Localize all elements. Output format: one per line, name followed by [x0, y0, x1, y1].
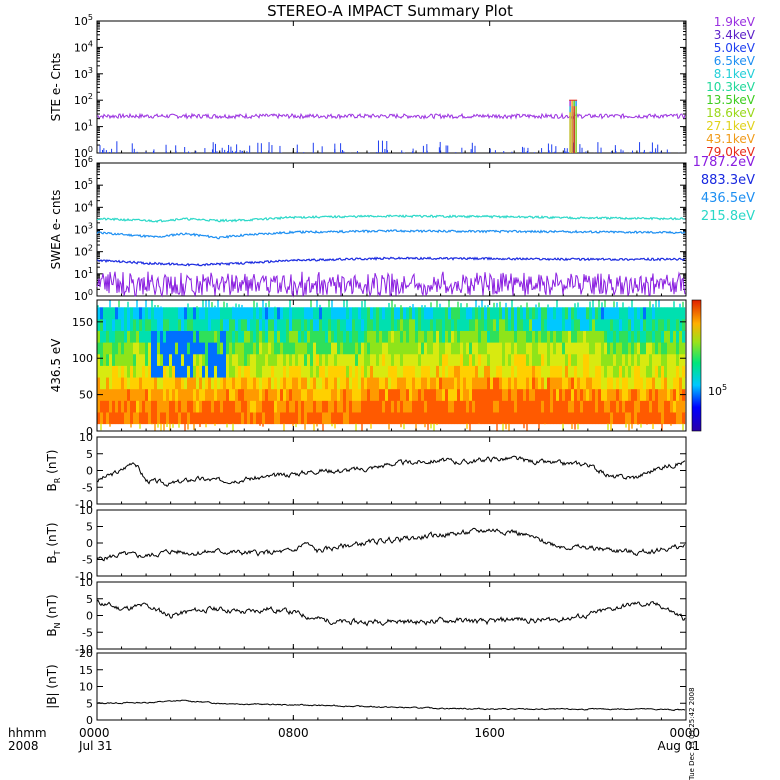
- swea-series-883.3eV: [96, 256, 686, 267]
- ste-ytick-2: 102: [74, 92, 93, 107]
- bn-ylabel: BN (nT): [45, 594, 62, 636]
- pad-ytick-1: 50: [79, 389, 93, 402]
- chart-title: STEREO-A IMPACT Summary Plot: [267, 2, 513, 20]
- br-ytick-0: 10: [79, 431, 93, 444]
- bmag-ytick-3: 5: [86, 697, 93, 710]
- swea-series-436.5eV: [96, 229, 686, 240]
- swea-panel: 100 101 102 103 104 105 106 SWEA e- cnts 1787.2e…: [49, 155, 755, 303]
- ste-ytick-0: 100: [74, 145, 93, 160]
- swea-ytick-6: 106: [74, 155, 93, 170]
- xtick-date-3: Aug 01: [657, 739, 700, 753]
- swea-ytick-5: 105: [74, 177, 93, 192]
- bn-ytick-4: -10: [75, 643, 93, 656]
- pad-colorbar-label: 105: [708, 383, 727, 398]
- swea-ytick-3: 103: [74, 222, 93, 237]
- bmag-ytick-1: 15: [79, 664, 93, 677]
- swea-series-1787.2eV: [96, 271, 686, 298]
- ste-ytick-4: 104: [74, 39, 93, 54]
- bn-panel: 10 5 0 -5 -10 BN (nT): [45, 576, 687, 656]
- xtick-1: 0800: [278, 726, 309, 740]
- swea-ytick-1: 101: [74, 266, 93, 281]
- bn-line: [96, 599, 686, 627]
- bmag-ylabel: |B| (nT): [45, 664, 59, 708]
- br-ytick-3: -5: [82, 481, 93, 494]
- ste-legend-4: 8.1keV: [714, 67, 756, 81]
- ste-legend-1: 3.4keV: [714, 28, 756, 42]
- xtick-0: 0000: [79, 726, 110, 740]
- ste-ytick-3: 103: [74, 66, 93, 81]
- br-ytick-4: -10: [75, 498, 93, 511]
- pad-ytick-3: 150: [72, 316, 93, 329]
- bn-ytick-0: 10: [79, 576, 93, 589]
- bt-ytick-0: 10: [79, 504, 93, 517]
- swea-legend-1: 883.3eV: [701, 173, 755, 188]
- bt-ytick-4: -10: [75, 570, 93, 583]
- bmag-line: [97, 699, 686, 712]
- ste-legend-7: 18.6keV: [706, 106, 756, 120]
- ste-legend-0: 1.9keV: [714, 15, 756, 29]
- swea-ylabel: SWEA e- cnts: [49, 190, 63, 270]
- ste-legend-3: 6.5keV: [714, 54, 756, 68]
- ste-ytick-1: 101: [74, 119, 93, 134]
- timestamp: Tue Dec 13 05:25:42 2008: [688, 687, 696, 780]
- ste-ylabel: STE e- Cnts: [49, 53, 63, 122]
- swea-legend-0: 1787.2eV: [693, 155, 755, 170]
- bmag-ytick-2: 10: [79, 681, 93, 694]
- ste-series-1.9keV: [96, 112, 686, 120]
- xaxis-corner-hhmm: hhmm: [8, 726, 47, 740]
- bn-ytick-2: 0: [86, 610, 93, 623]
- swea-legend-2: 436.5eV: [701, 191, 755, 206]
- ste-legend-5: 10.3keV: [706, 80, 756, 94]
- pad-panel: 0 50 100 150 436.5 eV 105: [49, 299, 727, 438]
- swea-ytick-2: 102: [74, 244, 93, 259]
- bmag-panel: 20 15 10 5 0 |B| (nT): [45, 647, 687, 727]
- bt-ytick-2: 0: [86, 537, 93, 550]
- swea-series-215.8eV: [96, 214, 686, 223]
- bt-line: [96, 527, 686, 562]
- swea-legend-3: 215.8eV: [701, 209, 755, 224]
- pad-ytick-0: 0: [86, 425, 93, 438]
- bt-ytick-1: 5: [86, 521, 93, 534]
- br-line: [96, 455, 686, 487]
- bt-ytick-3: -5: [82, 554, 93, 567]
- br-panel: 10 5 0 -5 -10 BR (nT): [45, 431, 687, 511]
- xaxis-corner-year: 2008: [8, 739, 39, 753]
- bmag-ytick-4: 0: [86, 714, 93, 727]
- br-ylabel: BR (nT): [45, 450, 62, 492]
- ste-legend-9: 43.1keV: [706, 132, 756, 146]
- pad-colorbar: [691, 299, 702, 432]
- xtick-3: 0000: [669, 726, 700, 740]
- bmag-ytick-0: 20: [79, 647, 93, 660]
- bn-ytick-3: -5: [82, 626, 93, 639]
- ste-legend-2: 5.0keV: [714, 41, 756, 55]
- br-ytick-1: 5: [86, 448, 93, 461]
- swea-ytick-4: 104: [74, 199, 93, 214]
- ste-ytick-5: 105: [74, 13, 93, 28]
- br-ytick-2: 0: [86, 465, 93, 478]
- pad-ylabel: 436.5 eV: [49, 338, 63, 393]
- pad-heatmap: [97, 300, 686, 431]
- bt-ylabel: BT (nT): [45, 522, 62, 563]
- ste-legend-10: 79.0keV: [706, 145, 756, 159]
- xtick-2: 1600: [474, 726, 505, 740]
- bn-ytick-1: 5: [86, 593, 93, 606]
- xtick-date-0: Jul 31: [78, 739, 113, 753]
- bt-panel: 10 5 0 -5 -10 BT (nT): [45, 504, 687, 583]
- ste-legend-8: 27.1keV: [706, 119, 756, 133]
- swea-ytick-0: 100: [74, 288, 93, 303]
- pad-ytick-2: 100: [72, 352, 93, 365]
- ste-legend-6: 13.5keV: [706, 93, 756, 107]
- ste-panel: 100 101 102 103 104 105 STE e- Cnts 1.9keV3.4ke…: [49, 13, 756, 160]
